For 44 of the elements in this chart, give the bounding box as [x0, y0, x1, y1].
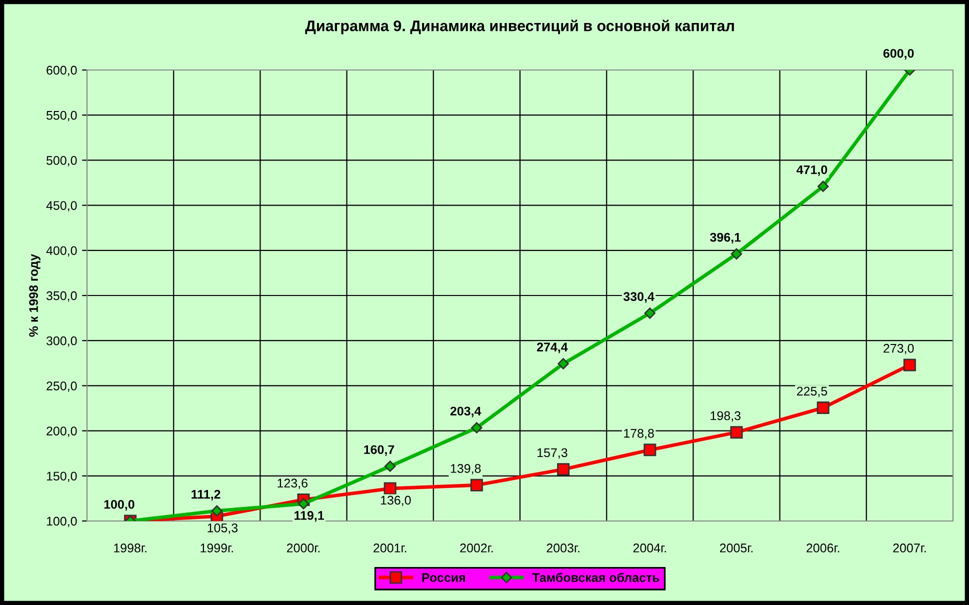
x-tick-label: 1999г. — [200, 544, 233, 552]
x-tick-label: 2002г. — [460, 544, 493, 552]
data-label: 225,5 — [796, 386, 828, 398]
x-tick-label: 2001г. — [374, 544, 406, 552]
y-tick-label: 300,0 — [46, 336, 77, 347]
x-tick-label: 2007г. — [893, 544, 926, 552]
data-label: 111,2 — [192, 490, 220, 501]
data-label: 396,1 — [710, 232, 741, 244]
x-tick-label: 2003г. — [546, 544, 580, 552]
data-label: 274,4 — [536, 342, 568, 354]
data-label: 160,7 — [364, 445, 394, 456]
y-tick-label: 400,0 — [46, 246, 77, 257]
data-label: 178,8 — [624, 428, 654, 440]
y-tick-label: 600,0 — [46, 66, 77, 76]
x-tick-label: 2006г. — [806, 544, 840, 552]
data-label: 100,0 — [104, 500, 134, 511]
data-label: 119,1 — [294, 511, 324, 522]
data-label: 330,4 — [623, 292, 654, 303]
data-label: 139,8 — [450, 464, 481, 474]
y-tick-label: 100,0 — [46, 516, 77, 528]
y-tick-label: 550,0 — [46, 110, 77, 122]
chart-title: Диаграмма 9. Динамика инвестиций в основной капитал — [305, 20, 734, 34]
data-label: 471,0 — [796, 165, 828, 176]
y-tick-label: 150,0 — [46, 472, 77, 482]
data-label: 123,6 — [278, 478, 308, 489]
data-label: 136,0 — [380, 496, 411, 506]
data-label: 198,3 — [710, 411, 740, 422]
y-tick-label: 450,0 — [46, 201, 77, 212]
data-label: 157,3 — [538, 448, 568, 459]
y-axis-title: % к 1998 году — [29, 254, 40, 337]
y-tick-label: 200,0 — [46, 426, 77, 437]
legend-label: Россия — [422, 573, 465, 582]
x-tick-label: 2004г. — [633, 544, 666, 552]
x-tick-label: 1998г. — [114, 544, 146, 552]
data-label: 600,0 — [883, 48, 914, 60]
x-tick-label: 2005г. — [720, 544, 753, 552]
y-tick-label: 250,0 — [46, 382, 77, 392]
x-tick-label: 2000г. — [286, 544, 320, 552]
data-label: 105,3 — [208, 523, 238, 534]
data-label: 273,0 — [884, 344, 914, 354]
legend-label: Тамбовская область — [532, 572, 660, 582]
data-label: 203,4 — [450, 406, 482, 418]
y-tick-label: 350,0 — [46, 291, 77, 302]
y-tick-label: 500,0 — [46, 156, 77, 166]
